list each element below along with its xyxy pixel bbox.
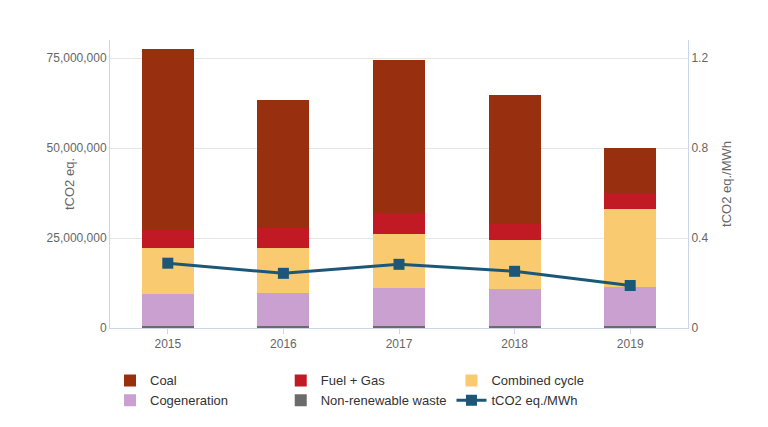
- svg-text:0: 0: [100, 321, 107, 335]
- svg-text:Non-renewable waste: Non-renewable waste: [321, 393, 447, 408]
- svg-text:2015: 2015: [154, 337, 181, 351]
- svg-text:0.8: 0.8: [691, 141, 708, 155]
- svg-text:Fuel + Gas: Fuel + Gas: [321, 373, 385, 388]
- svg-text:tCO2 eq./MWh: tCO2 eq./MWh: [719, 141, 734, 227]
- svg-text:tCO2 eq.: tCO2 eq.: [62, 158, 77, 210]
- svg-text:Coal: Coal: [150, 373, 177, 388]
- svg-text:0: 0: [691, 321, 698, 335]
- svg-text:2017: 2017: [386, 337, 413, 351]
- svg-text:Cogeneration: Cogeneration: [150, 393, 228, 408]
- svg-text:2016: 2016: [270, 337, 297, 351]
- svg-text:1.2: 1.2: [691, 51, 708, 65]
- svg-text:2019: 2019: [617, 337, 644, 351]
- svg-text:tCO2 eq./MWh: tCO2 eq./MWh: [491, 393, 577, 408]
- svg-text:2018: 2018: [501, 337, 528, 351]
- svg-text:25,000,000: 25,000,000: [47, 231, 107, 245]
- svg-text:50,000,000: 50,000,000: [47, 141, 107, 155]
- svg-text:Combined cycle: Combined cycle: [491, 373, 584, 388]
- svg-text:0.4: 0.4: [691, 231, 708, 245]
- svg-text:75,000,000: 75,000,000: [47, 51, 107, 65]
